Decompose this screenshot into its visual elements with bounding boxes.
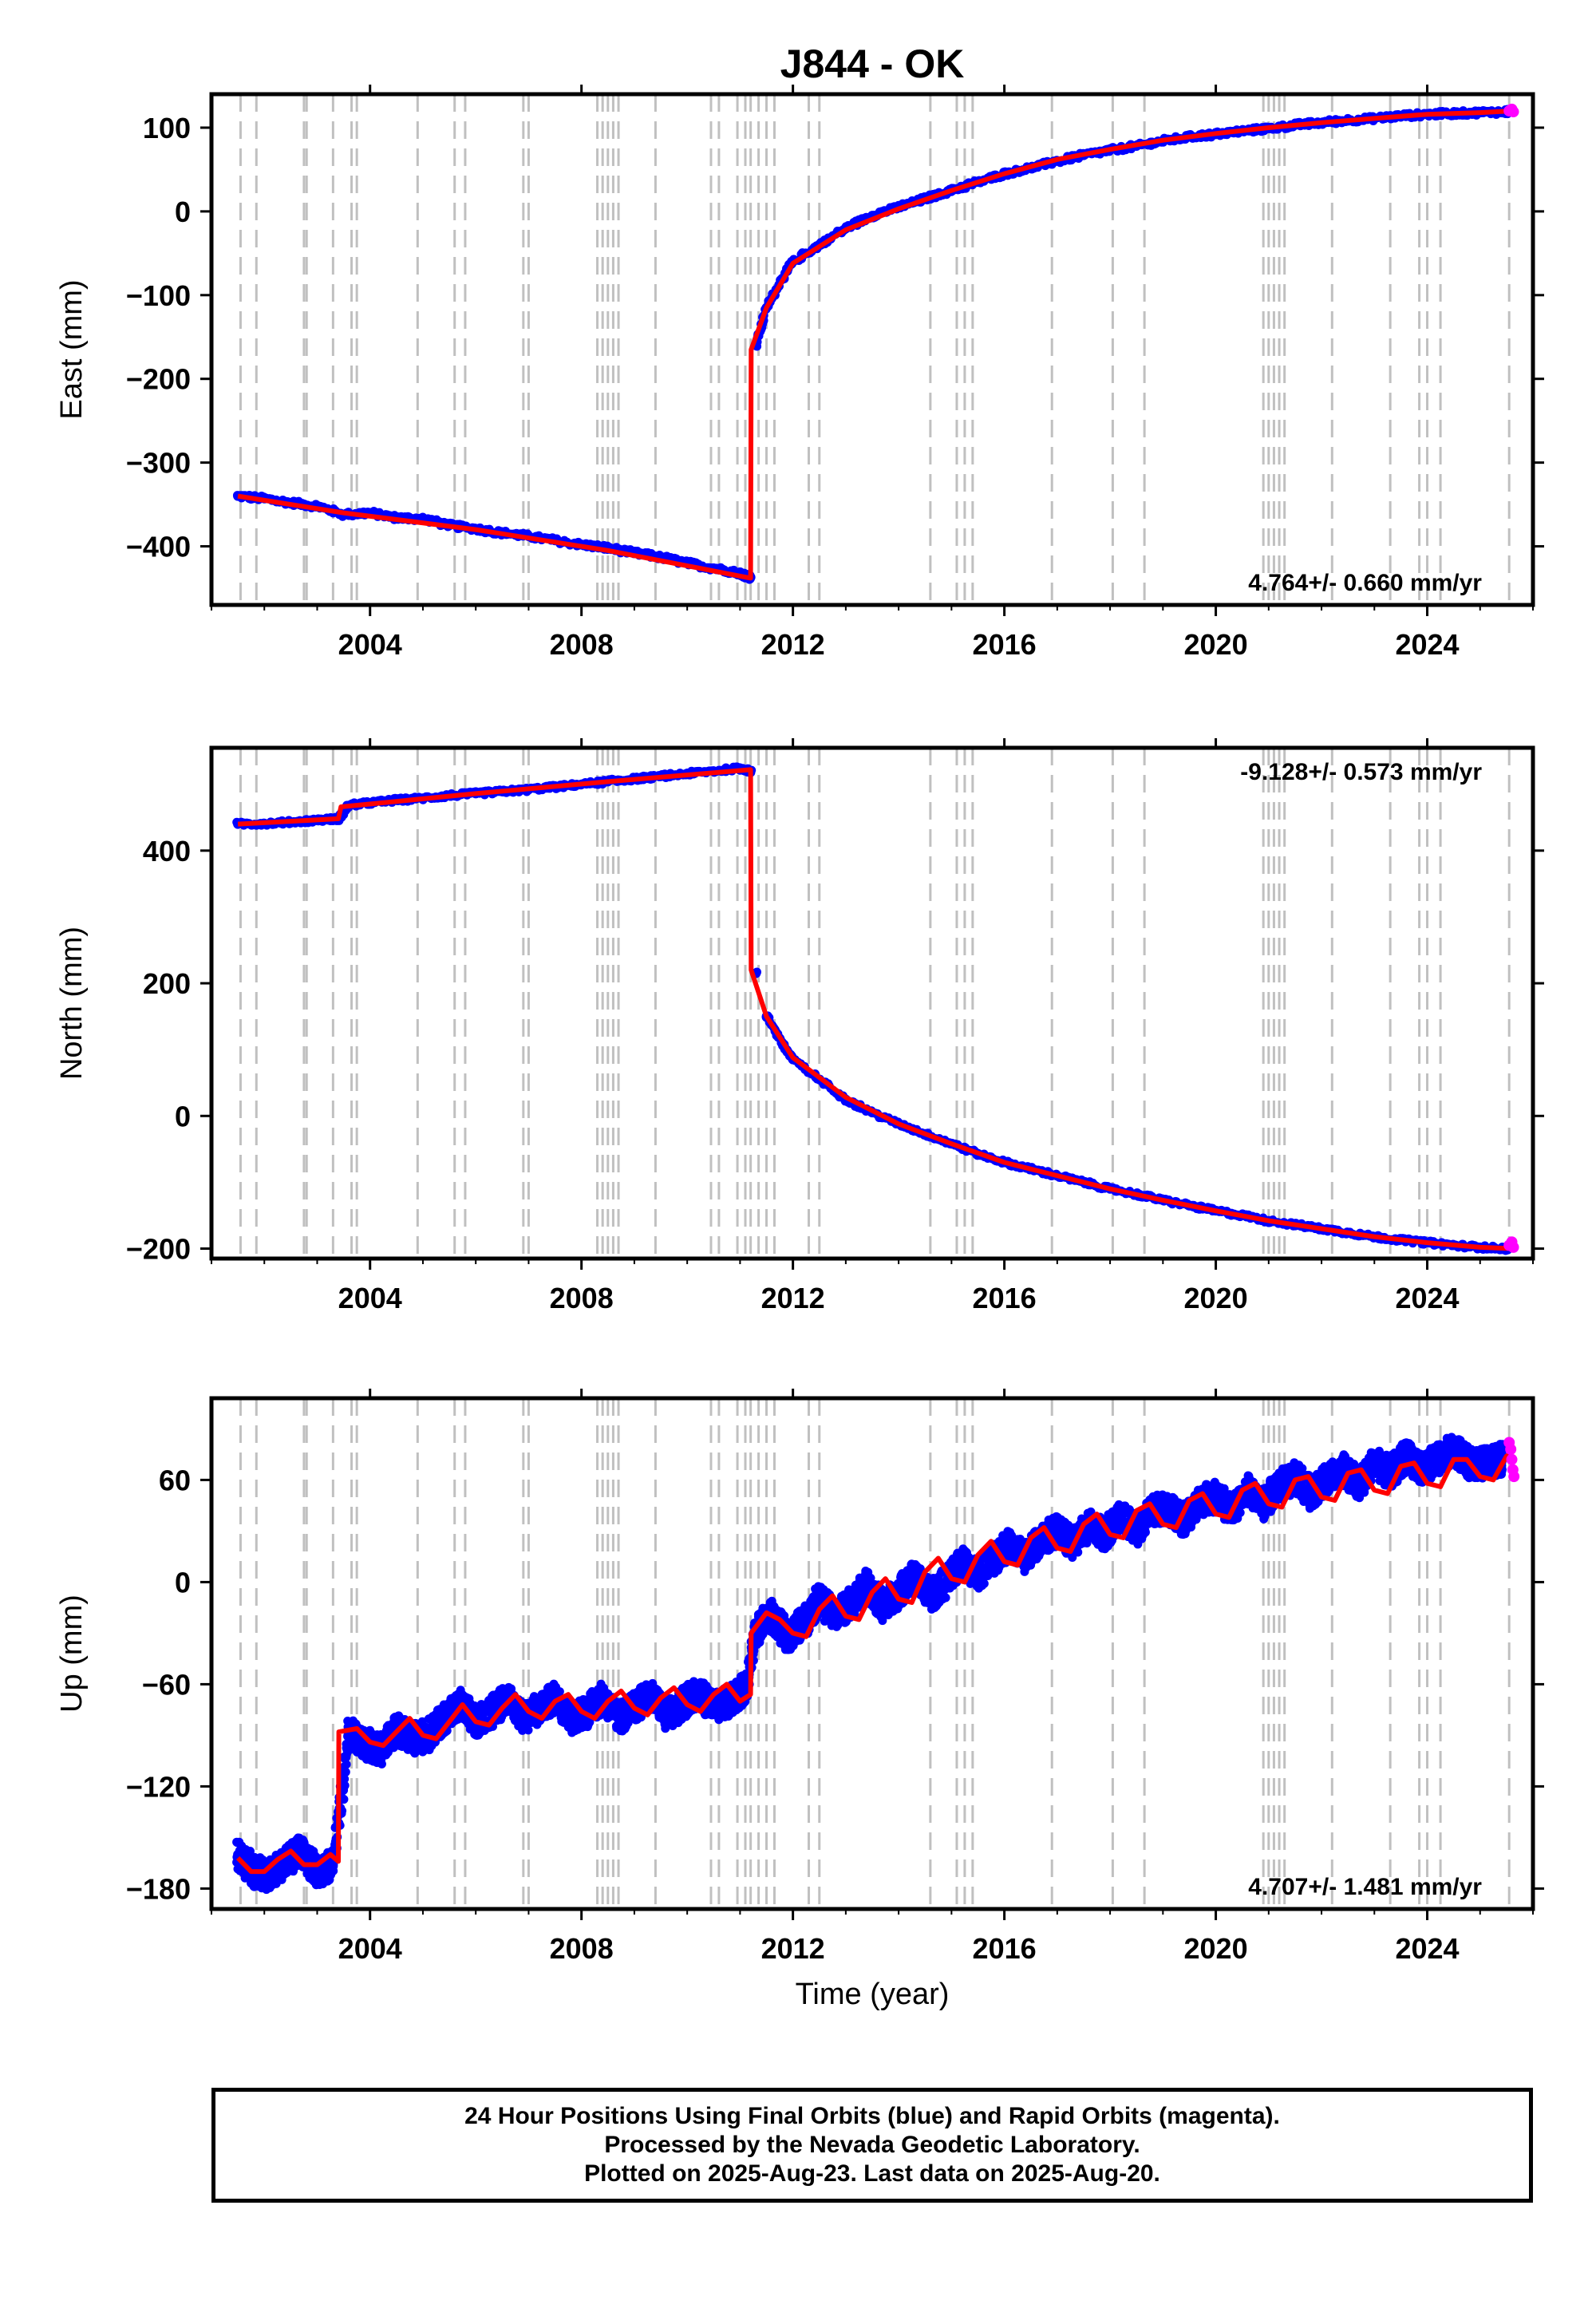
x-tick-label: 2008 xyxy=(550,628,614,661)
final-orbit-point xyxy=(798,1618,808,1628)
y-tick-label: −200 xyxy=(126,1233,191,1266)
final-orbit-point xyxy=(487,1706,497,1717)
final-orbit-point xyxy=(830,1611,840,1622)
final-orbit-point xyxy=(846,1598,856,1607)
x-tick-label: 2024 xyxy=(1395,628,1459,661)
final-orbit-point xyxy=(341,1767,350,1777)
x-tick-label: 2004 xyxy=(338,628,402,661)
plot-area xyxy=(232,748,1519,1259)
y-tick-label: −300 xyxy=(126,447,191,480)
final-orbit-point xyxy=(340,1780,350,1790)
up-panel: 2004 2008 2012 2016 2020 2024−180−120−60060Up… xyxy=(55,1389,1544,1965)
x-tick-label: 2012 xyxy=(761,628,825,661)
plot-area xyxy=(232,94,1519,605)
rapid-orbit-point xyxy=(1507,1241,1519,1253)
final-orbit-point xyxy=(328,1860,338,1870)
final-orbit-point xyxy=(264,1870,275,1880)
final-orbit-point xyxy=(233,1849,243,1860)
velocity-rate-label: -9.128+/- 0.573 mm/yr xyxy=(1240,759,1482,785)
final-orbit-point xyxy=(661,1709,671,1720)
final-orbit-point xyxy=(407,1733,417,1744)
final-orbit-point xyxy=(645,1690,655,1700)
model-line xyxy=(237,109,1512,581)
x-tick-label: 2016 xyxy=(973,628,1037,661)
x-tick-label: 2004 xyxy=(338,1282,402,1314)
x-tick-label: 2020 xyxy=(1184,1282,1248,1314)
final-orbit-point xyxy=(598,1693,608,1703)
y-axis-label: North (mm) xyxy=(55,927,89,1080)
final-orbit-point xyxy=(342,1760,351,1769)
final-orbit-point xyxy=(693,1686,703,1696)
final-orbit-points xyxy=(232,762,1512,1255)
final-orbit-point xyxy=(566,1713,576,1724)
east-panel: 2004 2008 2012 2016 2020 2024 −400 −300 −200 −100… xyxy=(55,85,1544,661)
final-orbit-point xyxy=(280,1856,290,1867)
plot-frame xyxy=(209,745,1535,1261)
y-axis-label: East (mm) xyxy=(55,279,89,419)
final-orbit-point xyxy=(312,1867,322,1877)
y-tick-label: −100 xyxy=(126,279,191,312)
final-orbit-point xyxy=(814,1594,824,1604)
rapid-orbit-point xyxy=(1507,106,1519,118)
x-tick-label: 2016 xyxy=(973,1282,1037,1314)
chart-title: J844 - OK xyxy=(780,41,965,86)
y-tick-label: −200 xyxy=(126,363,191,396)
x-tick-label: 2024 xyxy=(1395,1282,1459,1314)
final-orbit-point xyxy=(741,1682,751,1693)
velocity-rate-label: 4.764+/- 0.660 mm/yr xyxy=(1248,570,1482,596)
final-orbit-point xyxy=(339,1795,349,1804)
final-orbit-point xyxy=(725,1696,735,1706)
y-tick-label: 0 xyxy=(175,1100,191,1132)
final-orbit-point xyxy=(614,1713,624,1724)
final-orbit-point xyxy=(523,1725,533,1735)
final-orbit-points xyxy=(232,1433,1507,1895)
y-tick-label: −400 xyxy=(126,531,191,563)
final-orbit-point xyxy=(709,1703,719,1713)
final-orbit-point xyxy=(534,1703,544,1713)
y-tick-label: 0 xyxy=(175,196,191,228)
final-orbit-point xyxy=(783,1631,793,1642)
plot-area xyxy=(232,1398,1520,1909)
x-tick-label: 2008 xyxy=(550,1282,614,1314)
y-tick-label: 400 xyxy=(143,835,191,868)
y-tick-label: 100 xyxy=(143,112,191,144)
final-orbit-point xyxy=(866,1573,875,1583)
final-orbit-point xyxy=(862,1580,872,1591)
final-orbit-point xyxy=(296,1846,306,1856)
y-tick-label: 200 xyxy=(143,967,191,1000)
final-orbit-points xyxy=(232,105,1512,584)
model-line xyxy=(237,767,1512,1251)
x-tick-label: 2012 xyxy=(761,1282,825,1314)
final-orbit-point xyxy=(878,1601,888,1611)
plot-frame xyxy=(209,92,1535,607)
final-orbit-point xyxy=(439,1713,449,1724)
north-panel: 2004 2008 2012 2016 2020 2024 −200 0 200 400 North… xyxy=(55,738,1544,1314)
x-tick-label: 2020 xyxy=(1184,628,1248,661)
final-orbit-point xyxy=(518,1713,528,1724)
